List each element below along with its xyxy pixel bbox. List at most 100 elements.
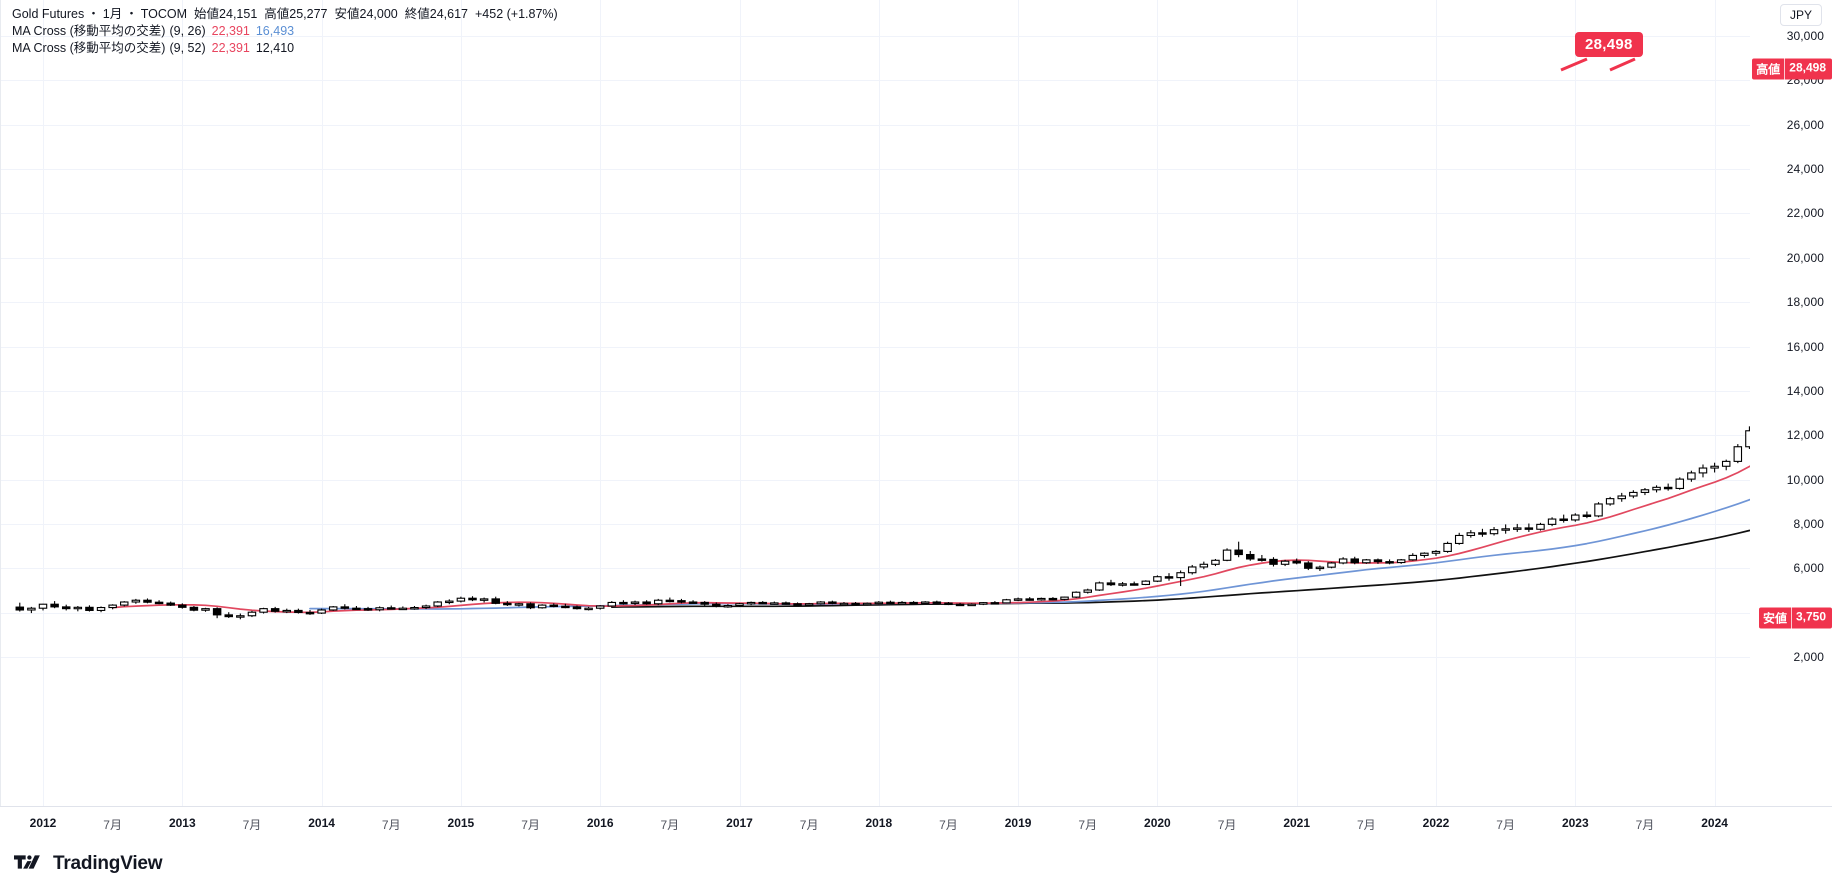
candle[interactable] <box>1211 558 1220 567</box>
candle[interactable] <box>584 606 593 611</box>
candle[interactable] <box>143 598 152 604</box>
candle[interactable] <box>758 601 767 605</box>
candle[interactable] <box>1269 557 1278 567</box>
candle[interactable] <box>1095 581 1104 591</box>
candle[interactable] <box>503 601 512 606</box>
candle[interactable] <box>642 600 651 605</box>
candle[interactable] <box>526 602 535 610</box>
candle[interactable] <box>282 608 292 614</box>
candle[interactable] <box>1071 591 1081 599</box>
candle[interactable] <box>1060 596 1069 601</box>
candle[interactable] <box>1524 523 1534 532</box>
candle[interactable] <box>595 605 605 610</box>
candle[interactable] <box>1013 597 1023 602</box>
candle[interactable] <box>340 604 350 610</box>
candle[interactable] <box>700 601 709 606</box>
candle[interactable] <box>61 604 71 611</box>
candle[interactable] <box>816 601 826 605</box>
candle[interactable] <box>839 601 849 606</box>
candle[interactable] <box>909 601 918 605</box>
candle[interactable] <box>979 601 988 606</box>
candle[interactable] <box>1362 558 1371 564</box>
candle[interactable] <box>328 605 338 611</box>
candle[interactable] <box>793 602 802 606</box>
candle[interactable] <box>1315 565 1325 571</box>
candle[interactable] <box>607 601 617 607</box>
candle[interactable] <box>1640 487 1650 496</box>
candle[interactable] <box>1408 553 1418 561</box>
candle[interactable] <box>120 601 129 607</box>
candle[interactable] <box>363 606 373 611</box>
candle[interactable] <box>1083 588 1093 594</box>
candle[interactable] <box>1454 532 1464 545</box>
candle[interactable] <box>73 605 83 612</box>
candle[interactable] <box>1396 558 1406 564</box>
candle[interactable] <box>619 600 628 605</box>
candle[interactable] <box>1733 444 1743 464</box>
candle[interactable] <box>1431 550 1441 556</box>
candle[interactable] <box>932 600 942 604</box>
candle[interactable] <box>1187 564 1197 575</box>
candle[interactable] <box>851 601 860 606</box>
candle[interactable] <box>1304 561 1313 571</box>
candle[interactable] <box>572 605 582 610</box>
legend-indicator-2[interactable]: MA Cross (移動平均の交差) (9, 52) 22,391 12,410 <box>12 40 558 57</box>
candle[interactable] <box>456 596 466 603</box>
candle[interactable] <box>1721 459 1731 471</box>
candle[interactable] <box>1222 548 1232 562</box>
candle[interactable] <box>897 601 907 605</box>
candle[interactable] <box>1385 559 1394 565</box>
candle[interactable] <box>386 605 396 610</box>
candle[interactable] <box>746 601 756 606</box>
candle[interactable] <box>375 606 384 612</box>
candle[interactable] <box>270 606 280 613</box>
candle[interactable] <box>1350 556 1359 565</box>
legend-symbol-row[interactable]: Gold Futures ・ 1月・ TOCOM 始値24,151 高値25,277 安値2… <box>12 6 558 23</box>
candle[interactable] <box>15 602 25 612</box>
candle[interactable] <box>1663 483 1673 491</box>
symbol-name[interactable]: Gold Futures <box>12 7 85 21</box>
candle[interactable] <box>1571 513 1580 522</box>
candle[interactable] <box>259 607 268 614</box>
candlestick-layer[interactable] <box>0 0 1750 806</box>
candle[interactable] <box>653 598 663 606</box>
candle[interactable] <box>1118 582 1127 587</box>
candle[interactable] <box>1489 527 1499 536</box>
candle[interactable] <box>630 600 640 606</box>
candle[interactable] <box>1675 477 1685 490</box>
candle[interactable] <box>1002 598 1011 604</box>
tradingview-logo[interactable]: TradingView <box>14 853 163 875</box>
candle[interactable] <box>1141 580 1151 586</box>
candle[interactable] <box>398 606 408 611</box>
candle[interactable] <box>352 605 361 611</box>
candle[interactable] <box>1327 562 1336 569</box>
symbol-interval[interactable]: 1月 <box>102 7 123 21</box>
candle[interactable] <box>955 602 965 607</box>
candle[interactable] <box>108 604 117 610</box>
candle[interactable] <box>479 597 489 603</box>
candle[interactable] <box>1478 528 1487 537</box>
candle[interactable] <box>96 606 106 613</box>
candle[interactable] <box>421 604 431 610</box>
candle[interactable] <box>1164 573 1174 581</box>
candle[interactable] <box>154 600 164 605</box>
candle[interactable] <box>967 603 976 607</box>
candle[interactable] <box>1048 597 1058 601</box>
candle[interactable] <box>1199 561 1209 570</box>
candle[interactable] <box>212 607 222 619</box>
candle[interactable] <box>1234 541 1243 558</box>
candle[interactable] <box>804 602 814 606</box>
candle[interactable] <box>688 600 698 604</box>
candle[interactable] <box>1443 541 1452 553</box>
candle[interactable] <box>1292 558 1301 565</box>
candle[interactable] <box>1513 523 1522 532</box>
candle[interactable] <box>1280 559 1290 567</box>
candle[interactable] <box>1153 575 1162 583</box>
candle[interactable] <box>1373 558 1383 564</box>
candle[interactable] <box>1745 426 1750 449</box>
candle[interactable] <box>514 602 524 607</box>
high-price-callout[interactable]: 28,498 <box>1575 32 1643 57</box>
candle[interactable] <box>189 605 199 612</box>
candle[interactable] <box>433 601 442 608</box>
candle[interactable] <box>201 607 210 612</box>
